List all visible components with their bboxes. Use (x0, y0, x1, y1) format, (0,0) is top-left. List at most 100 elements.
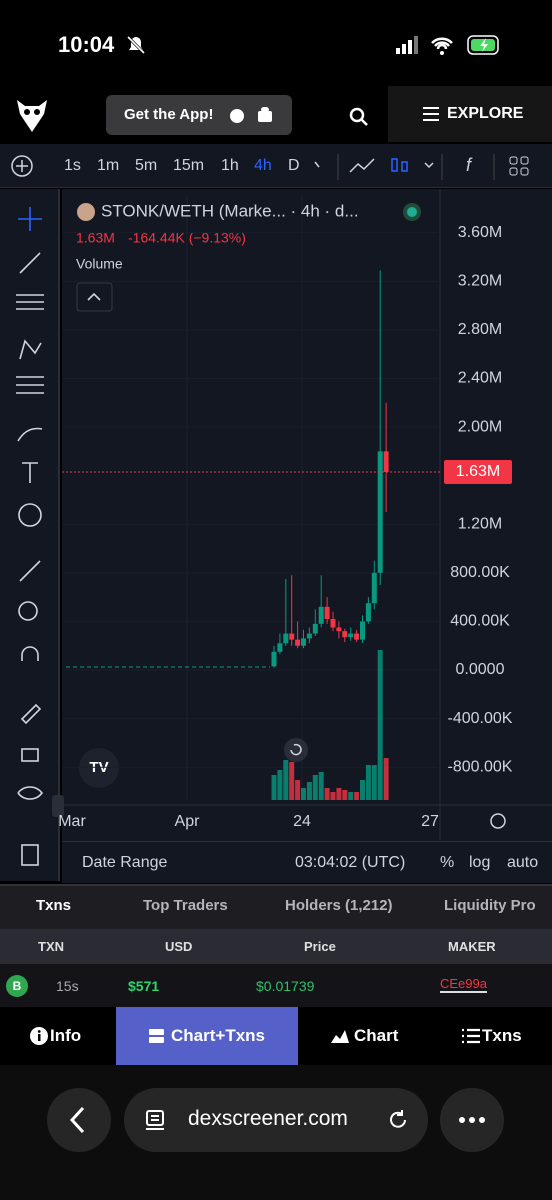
more-button[interactable] (440, 1088, 504, 1152)
reset-button[interactable] (284, 738, 308, 762)
maker[interactable]: CEe99a (440, 976, 487, 993)
volume-bar (348, 792, 354, 800)
column-header[interactable]: MAKER (448, 939, 496, 954)
explore-text: EXPLORE (447, 105, 524, 122)
auto-toggle[interactable]: auto (507, 854, 539, 871)
timeframe[interactable]: 4h (254, 157, 272, 174)
candle-body (324, 606, 330, 619)
reset-icon (290, 743, 302, 756)
nav-item[interactable]: Chart+Txns (171, 1026, 265, 1045)
volume-bar (324, 788, 330, 800)
tab-bar (0, 884, 552, 929)
chart-panel (62, 189, 552, 841)
candle-body (301, 638, 306, 646)
add-icon[interactable] (10, 154, 34, 178)
page-icon (146, 1110, 164, 1130)
column-header[interactable]: TXN (38, 939, 64, 954)
y-tick-label: 3.20M (458, 272, 502, 289)
toolbar-icons: f (314, 154, 529, 180)
active-nav (116, 1007, 298, 1065)
chart-footer: Date Range 03:04:02 (UTC) % log auto (62, 841, 552, 883)
percent-toggle[interactable]: % (440, 854, 455, 871)
explore-button[interactable]: EXPLORE (388, 86, 552, 142)
tab[interactable]: Txns (36, 897, 72, 914)
candle-body (377, 451, 383, 573)
svg-text:f: f (466, 155, 473, 175)
timeframe[interactable]: 5m (135, 157, 158, 174)
volume-bar (383, 758, 389, 800)
get-app-button[interactable]: Get the App! (106, 95, 292, 135)
timeframe[interactable]: 1s (64, 157, 81, 174)
menu-icon (423, 107, 439, 121)
candle-body (360, 621, 365, 640)
chart: STONK/WETH (Marke... · 4h · d... 1.63M -… (52, 189, 552, 840)
price-change: -164.44K (−9.13%) (128, 230, 246, 246)
timeframe[interactable]: 15m (173, 157, 205, 174)
candle-body (283, 633, 289, 644)
volume-bar (306, 782, 312, 800)
status-icons (396, 35, 499, 55)
collapse-button[interactable] (76, 282, 113, 312)
timeframe[interactable]: 1m (97, 157, 120, 174)
x-tick-label: Apr (175, 813, 201, 830)
status-dot-inner (407, 207, 417, 217)
timeframe[interactable]: 1h (221, 157, 239, 174)
candle-body (312, 623, 318, 634)
nav-item[interactable]: Chart (354, 1026, 399, 1045)
time: 10:04 (58, 32, 115, 57)
volume-bar (289, 762, 295, 800)
reload-icon[interactable] (386, 1108, 410, 1132)
volume-bar (336, 788, 342, 800)
nav-item[interactable]: Info (50, 1026, 82, 1045)
address-bar[interactable]: dexscreener.com (124, 1088, 428, 1152)
volume-bar (371, 765, 377, 800)
volume-bar (330, 792, 336, 800)
timeframe[interactable]: D (288, 157, 300, 174)
volume-bar (283, 760, 289, 800)
y-tick-label: 3.60M (458, 224, 502, 241)
usd-amount: $571 (128, 978, 160, 994)
volume-label: Volume (76, 256, 123, 272)
column-header[interactable]: Price (304, 939, 336, 954)
back-icon (69, 1106, 85, 1134)
settings-icon[interactable] (490, 813, 506, 829)
volume-bar (295, 780, 301, 800)
volume-bar (360, 780, 365, 800)
more-icon (459, 1117, 485, 1123)
log-toggle[interactable]: log (469, 854, 491, 871)
back-button[interactable] (47, 1088, 111, 1152)
tab[interactable]: Liquidity Pro (444, 897, 536, 914)
logo (17, 100, 47, 132)
y-tick-label: 2.80M (458, 321, 502, 338)
chart-txns-icon (149, 1029, 164, 1043)
url: dexscreener.com (188, 1107, 348, 1130)
token-avatar (77, 203, 95, 221)
price-badge-label: 1.63M (456, 463, 500, 480)
table-row[interactable]: B 15s $571 $0.01739 CEe99a (0, 964, 552, 1007)
date-range[interactable]: Date Range (82, 854, 168, 871)
nav-item[interactable]: Txns (482, 1026, 522, 1045)
candle-body (330, 618, 336, 628)
store-icons (230, 107, 272, 123)
search-icon[interactable] (348, 106, 370, 128)
clock: 03:04:02 (UTC) (295, 854, 406, 871)
volume-bar (377, 650, 383, 800)
chart-toolbar: f 1s 1m 5m 15m 1h 4h D (0, 144, 552, 188)
volume-bar (277, 770, 283, 800)
y-tick-label: 0.0000 (456, 661, 505, 678)
tab[interactable]: Holders (1,212) (285, 897, 393, 914)
y-tick-label: -800.00K (448, 758, 513, 775)
tv-logo (79, 748, 119, 788)
collapse-icon (87, 292, 101, 301)
candle-body (383, 451, 389, 472)
chart-icon (331, 1030, 349, 1043)
candle-body (336, 627, 342, 632)
volume-bar (312, 775, 318, 800)
volume-bar (354, 792, 360, 800)
y-tick-label: 1.20M (458, 515, 502, 532)
toggle-tools[interactable] (52, 795, 64, 817)
column-header[interactable]: USD (165, 939, 193, 954)
tab[interactable]: Top Traders (143, 897, 228, 914)
candle-body (306, 633, 312, 639)
